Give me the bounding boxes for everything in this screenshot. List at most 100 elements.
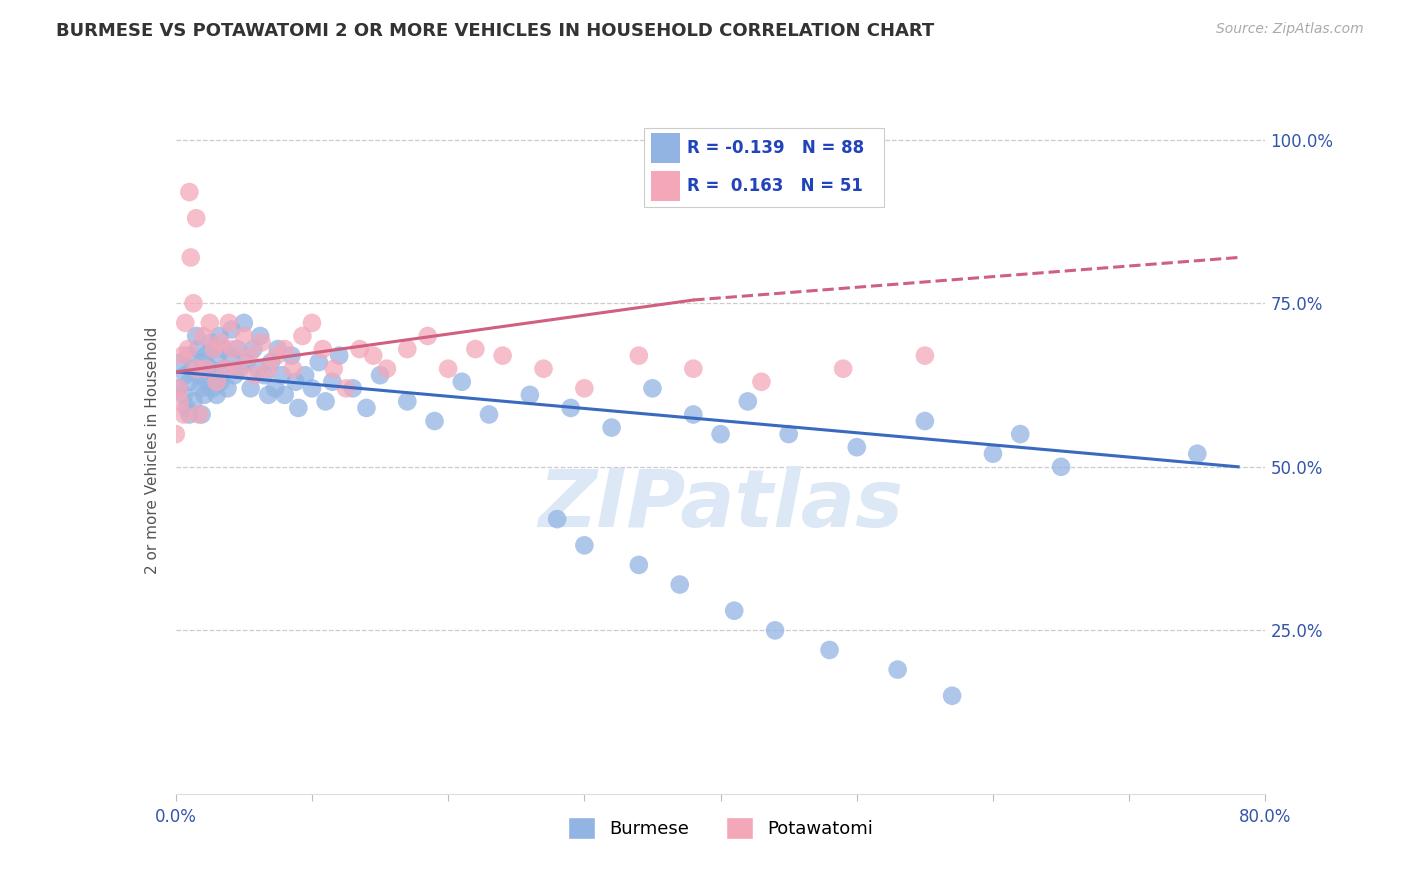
Point — [214, 361, 236, 376]
Point — [243, 368, 266, 383]
Point — [1050, 459, 1073, 474]
Point — [668, 577, 690, 591]
Point — [281, 361, 304, 376]
Point — [832, 361, 855, 376]
Point — [193, 388, 215, 402]
Point — [186, 361, 208, 376]
Point — [238, 349, 260, 363]
Point — [169, 394, 191, 409]
Point — [914, 349, 936, 363]
Point — [209, 335, 232, 350]
Point — [180, 251, 202, 265]
Point — [886, 663, 908, 677]
Point — [179, 185, 201, 199]
Point — [174, 368, 197, 383]
Point — [375, 361, 398, 376]
Point — [267, 342, 290, 356]
Point — [190, 408, 212, 422]
Point — [1010, 427, 1032, 442]
Point — [187, 368, 209, 383]
Point — [368, 368, 391, 383]
Point — [249, 329, 271, 343]
Point — [423, 414, 446, 428]
Point — [177, 349, 200, 363]
Point — [264, 381, 287, 395]
Y-axis label: 2 or more Vehicles in Household: 2 or more Vehicles in Household — [145, 326, 160, 574]
Point — [533, 361, 555, 376]
Point — [205, 388, 228, 402]
Point — [778, 427, 800, 442]
Point — [208, 329, 231, 343]
Point — [641, 381, 664, 395]
Legend: Burmese, Potawatomi: Burmese, Potawatomi — [561, 810, 880, 847]
Point — [546, 512, 568, 526]
Point — [198, 361, 221, 376]
Point — [204, 368, 226, 383]
Point — [301, 381, 323, 395]
Point — [170, 355, 193, 369]
Point — [464, 342, 486, 356]
Point — [187, 408, 209, 422]
Point — [218, 316, 240, 330]
Bar — [651, 171, 681, 201]
Point — [167, 381, 190, 395]
Point — [183, 394, 205, 409]
Point — [172, 349, 194, 363]
Point — [224, 368, 246, 383]
Point — [176, 401, 198, 415]
Point — [219, 349, 242, 363]
Point — [349, 342, 371, 356]
Point — [287, 401, 309, 415]
Point — [710, 427, 733, 442]
Point — [274, 342, 297, 356]
Point — [181, 361, 204, 376]
Point — [167, 381, 190, 395]
Point — [308, 355, 330, 369]
Point — [322, 361, 344, 376]
Point — [818, 643, 841, 657]
Text: ZIPatlas: ZIPatlas — [538, 467, 903, 544]
Point — [1187, 447, 1209, 461]
Point — [165, 427, 187, 442]
Point — [416, 329, 439, 343]
Point — [217, 381, 239, 395]
Point — [266, 349, 288, 363]
Point — [235, 355, 257, 369]
Point — [229, 361, 252, 376]
Point — [173, 388, 195, 402]
Point — [242, 342, 264, 356]
Point — [271, 368, 294, 383]
Point — [478, 408, 501, 422]
Point — [209, 375, 232, 389]
Point — [246, 361, 269, 376]
Point — [560, 401, 582, 415]
Point — [335, 381, 357, 395]
Point — [682, 361, 704, 376]
Point — [342, 381, 364, 395]
Point — [627, 349, 650, 363]
Point — [179, 408, 201, 422]
Point — [682, 408, 704, 422]
Point — [205, 375, 228, 389]
Point — [222, 342, 245, 356]
Point — [437, 361, 460, 376]
Point — [941, 689, 963, 703]
Point — [177, 342, 200, 356]
Point — [627, 558, 650, 572]
Point — [294, 368, 316, 383]
Point — [173, 408, 195, 422]
Text: BURMESE VS POTAWATOMI 2 OR MORE VEHICLES IN HOUSEHOLD CORRELATION CHART: BURMESE VS POTAWATOMI 2 OR MORE VEHICLES… — [56, 22, 935, 40]
Point — [914, 414, 936, 428]
Point — [212, 342, 235, 356]
Point — [492, 349, 515, 363]
Point — [315, 394, 337, 409]
Point — [291, 329, 314, 343]
Point — [228, 361, 250, 376]
Text: R =  0.163   N = 51: R = 0.163 N = 51 — [688, 178, 863, 195]
Point — [200, 335, 222, 350]
Point — [396, 394, 419, 409]
Point — [214, 361, 236, 376]
Point — [186, 342, 209, 356]
Text: R = -0.139   N = 88: R = -0.139 N = 88 — [688, 139, 865, 157]
Point — [301, 316, 323, 330]
